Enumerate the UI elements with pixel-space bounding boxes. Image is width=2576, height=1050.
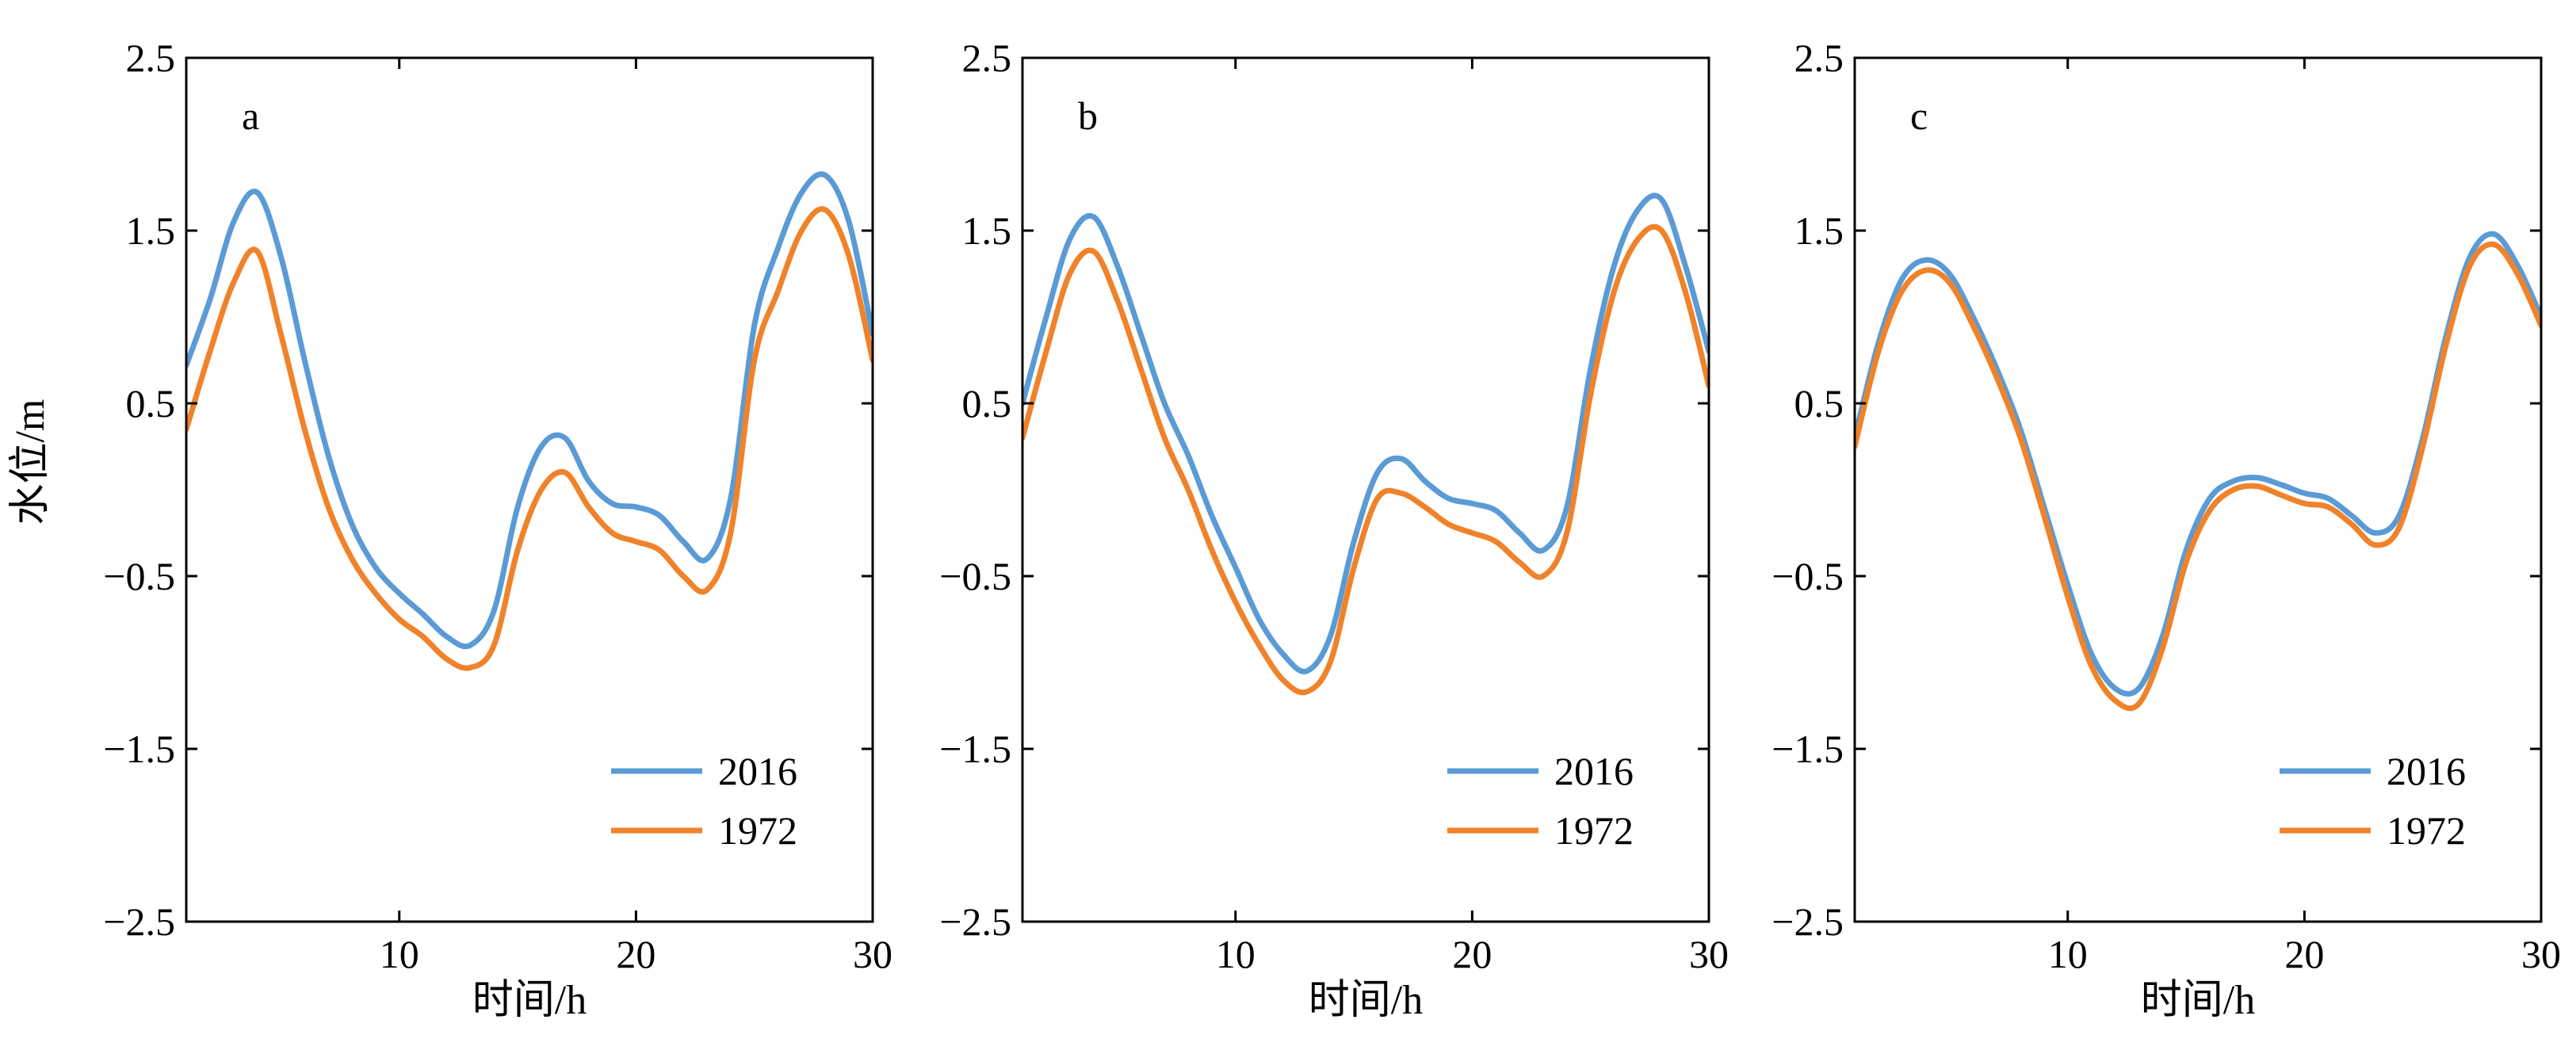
y-tick-label: −0.5	[103, 554, 175, 598]
x-tick-label: 20	[616, 932, 655, 976]
legend-item-2016: 2016	[611, 749, 797, 793]
legend-label: 1972	[1554, 808, 1634, 853]
y-tick-label: −2.5	[1771, 899, 1844, 944]
x-axis-title: 时间/h	[1309, 978, 1423, 1023]
x-tick-label: 30	[853, 932, 892, 976]
series-line-2016	[1022, 193, 1709, 674]
y-tick-label: 0.5	[962, 381, 1012, 426]
y-tick-label: 0.5	[126, 381, 176, 426]
panel-b: 2.5 1.5 0.5 −0.5 −1.5 −2.5 10 20 30 b 时间/h 2016 1972	[939, 36, 1729, 1023]
y-tick-label: 1.5	[962, 208, 1012, 253]
y-tick-label: 2.5	[126, 36, 176, 80]
x-tick-label: 10	[2048, 932, 2088, 976]
y-axis-title: 水位/m	[8, 399, 53, 525]
legend-item-2016: 2016	[1447, 749, 1634, 793]
legend-item-1972: 1972	[1447, 808, 1634, 853]
panel-c: 2.5 1.5 0.5 −0.5 −1.5 −2.5 10 20 30 c 时间/h 2016 1972	[1771, 36, 2561, 1023]
x-tick-label: 10	[1216, 932, 1256, 976]
x-tick-label: 30	[2521, 932, 2561, 976]
legend-item-1972: 1972	[2280, 808, 2466, 853]
y-tick-label: −0.5	[939, 554, 1011, 598]
panel-label: b	[1078, 94, 1098, 138]
plot-frame	[1853, 56, 2543, 923]
panel-label: a	[242, 94, 259, 138]
panel-a: 2.5 1.5 0.5 −0.5 −1.5 −2.5 10 20 30 a 时间/h 水位/m 2016…	[8, 36, 892, 1023]
legend-label: 1972	[2387, 808, 2466, 853]
x-tick-label: 20	[1452, 932, 1492, 976]
y-tick-label: 2.5	[962, 36, 1012, 80]
series-line-2016	[186, 171, 873, 650]
panel-label: c	[1910, 94, 1928, 138]
y-tick-label: 1.5	[1794, 208, 1844, 253]
y-tick-label: 2.5	[1794, 36, 1844, 80]
legend-label: 2016	[718, 749, 797, 793]
x-tick-label: 30	[1689, 932, 1729, 976]
legend-item-1972: 1972	[611, 808, 797, 853]
y-tick-label: 0.5	[1794, 381, 1844, 426]
legend-label: 2016	[1554, 749, 1634, 793]
y-tick-label: −1.5	[1771, 727, 1844, 771]
plot-frame	[1021, 56, 1710, 923]
legend-label: 2016	[2387, 749, 2466, 793]
y-tick-label: 1.5	[126, 208, 176, 253]
y-tick-label: −1.5	[939, 727, 1011, 771]
x-axis-title: 时间/h	[472, 978, 587, 1023]
x-tick-label: 20	[2284, 932, 2324, 976]
x-axis-title: 时间/h	[2141, 978, 2255, 1023]
series-line-2016	[1855, 231, 2541, 697]
y-tick-label: −1.5	[103, 727, 175, 771]
series-line-1972	[1022, 223, 1709, 696]
y-tick-label: −2.5	[939, 899, 1011, 944]
y-tick-label: −2.5	[103, 899, 175, 944]
y-tick-label: −0.5	[1771, 554, 1844, 598]
legend-label: 1972	[718, 808, 797, 853]
plot-frame	[185, 56, 874, 923]
legend-item-2016: 2016	[2280, 749, 2466, 793]
series-line-1972	[186, 206, 873, 671]
x-tick-label: 10	[380, 932, 419, 976]
series-line-1972	[1855, 241, 2541, 712]
